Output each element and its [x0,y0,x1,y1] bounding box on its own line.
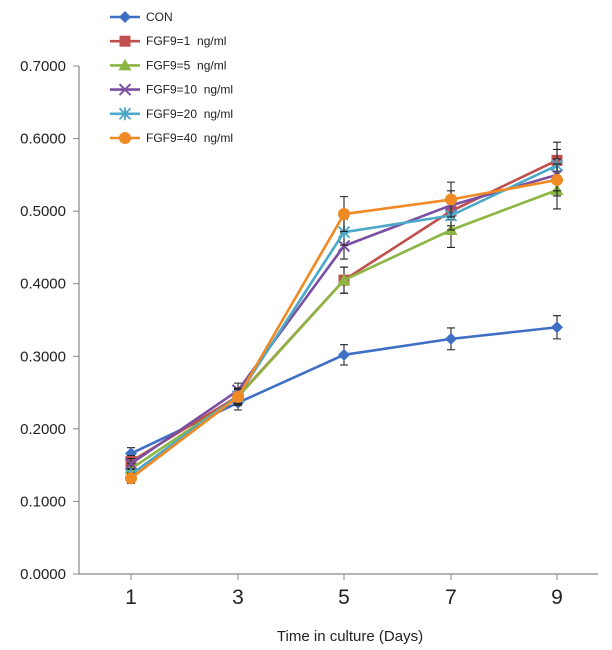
data-point [232,390,244,403]
legend-item: FGF9=5 ng/ml [110,58,226,72]
series-5 [125,163,563,485]
y-tick-label: 0.7000 [20,58,66,75]
x-tick-label: 9 [551,586,563,609]
y-tick-label: 0.1000 [20,493,66,510]
legend-item: FGF9=20 ng/ml [110,107,233,121]
data-point [124,457,138,470]
data-point [338,208,350,221]
legend-label: FGF9=40 ng/ml [146,131,233,145]
data-point [551,321,563,334]
data-point [337,239,351,253]
y-axis-ticks: 0.0000 0.1000 0.2000 0.3000 0.4000 0.5000 0.60… [20,58,79,583]
legend-label: CON [146,10,173,24]
legend-marker [118,58,132,71]
legend-item: FGF9=40 ng/ml [110,131,233,145]
data-point [337,273,351,286]
legend-label: FGF9=5 ng/ml [146,58,226,72]
x-axis-label: Time in culture (Days) [277,628,423,645]
x-tick-label: 3 [232,586,244,609]
y-tick-label: 0.2000 [20,421,66,438]
x-axis-ticks: 1 3 5 7 9 [125,574,563,609]
data-point [551,173,563,186]
legend-marker [119,11,131,23]
data-point [445,193,457,206]
legend-item: FGF9=1 ng/ml [110,34,226,48]
legend-item: CON [110,10,173,24]
x-tick-label: 7 [445,586,457,609]
x-tick-label: 1 [125,586,137,609]
legend-marker [118,107,132,121]
legend-item: FGF9=10 ng/ml [110,83,233,97]
data-point [338,348,350,361]
legend-label: FGF9=20 ng/ml [146,107,233,121]
y-tick-label: 0.5000 [20,203,66,220]
y-tick-label: 0.3000 [20,348,66,365]
series-0 [125,315,563,460]
legend: CON FGF9=1 ng/ml FGF9=5 ng/ml FGF9=10 ng/ml… [110,10,233,145]
legend-label: FGF9=1 ng/ml [146,34,226,48]
legend-label: FGF9=10 ng/ml [146,83,233,97]
x-tick-label: 5 [338,586,350,609]
y-tick-label: 0.6000 [20,131,66,148]
legend-marker [118,83,132,96]
y-tick-label: 0.0000 [20,566,66,583]
series-layer [124,141,564,485]
legend-marker [119,35,131,47]
y-tick-label: 0.4000 [20,276,66,293]
data-point [445,332,457,345]
data-point [125,472,137,485]
legend-marker [119,132,131,144]
